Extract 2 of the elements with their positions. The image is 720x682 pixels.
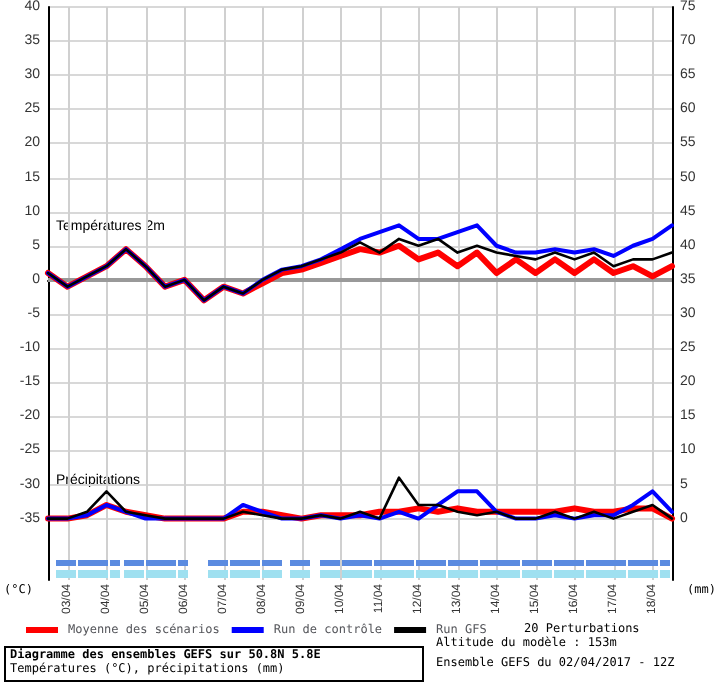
- line-series: [46, 223, 674, 303]
- line-series: [46, 489, 674, 521]
